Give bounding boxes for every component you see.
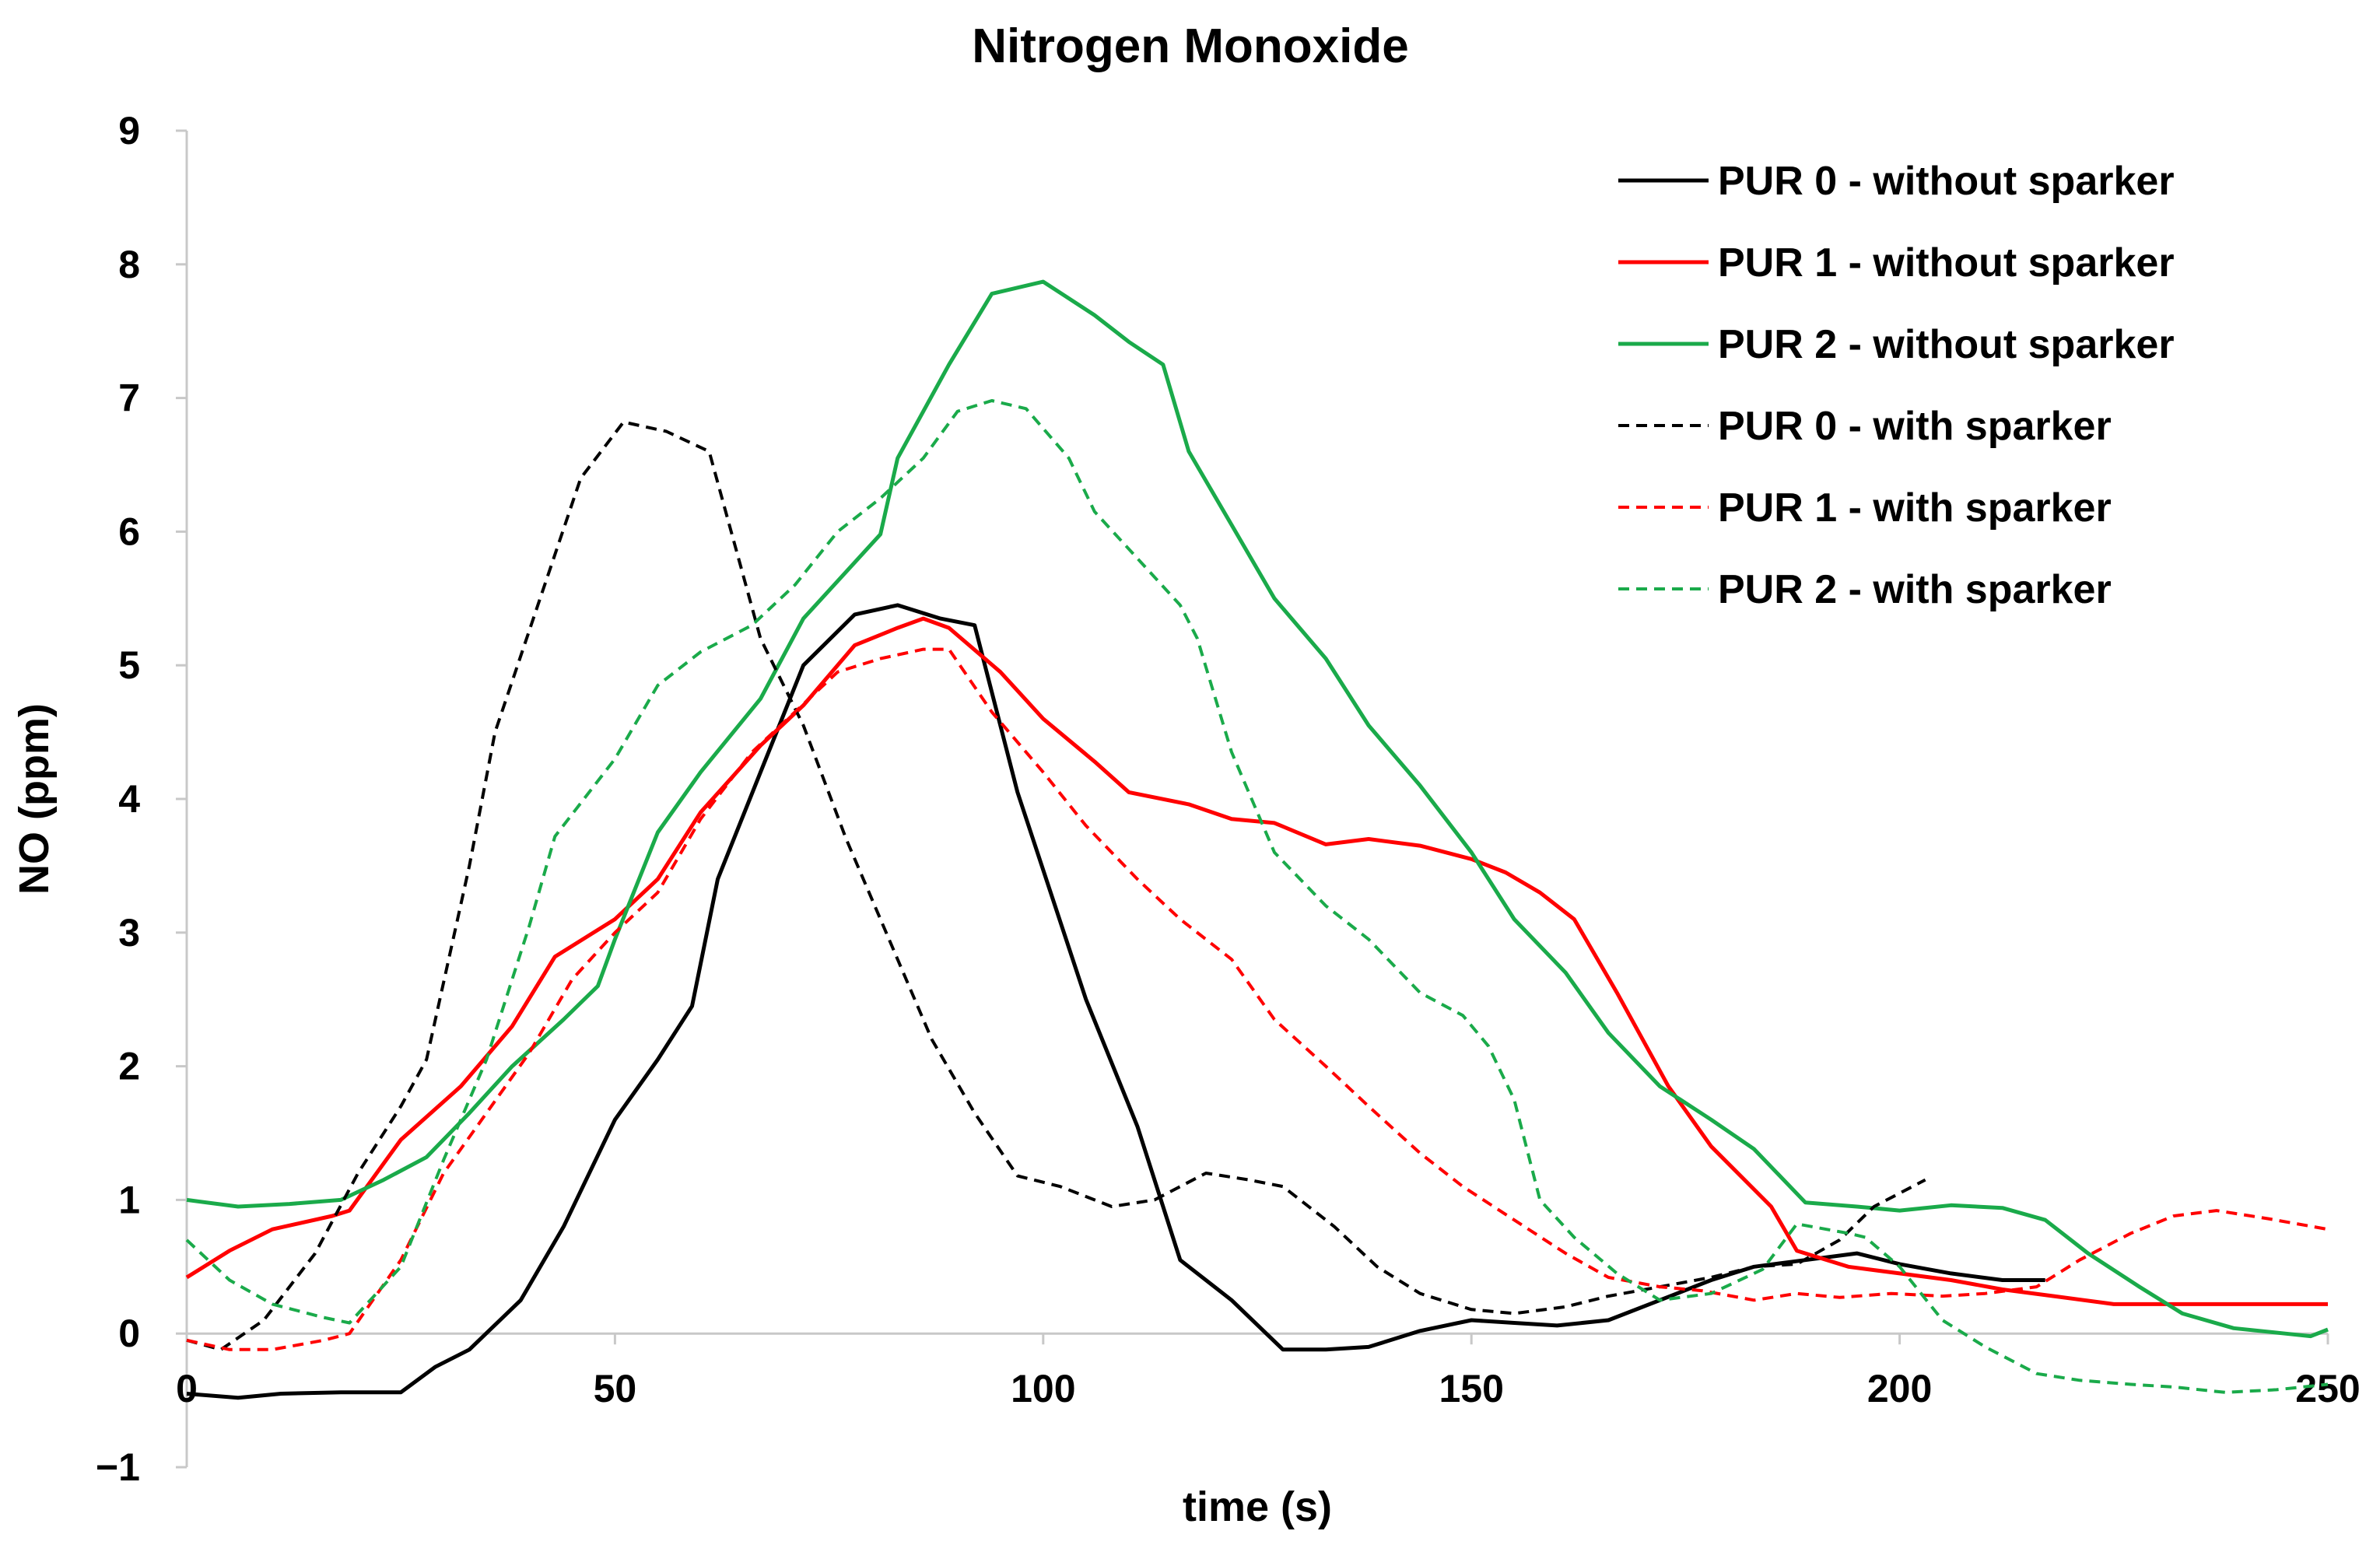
y-ticks: −1 0 1 2 3 4 5 6 7 8 9 [96,109,187,1489]
series-line-3 [186,279,2329,1339]
legend-label: PUR 0 - with sparker [1718,404,2112,449]
legend-label: PUR 2 - without sparker [1718,322,2175,367]
legend-label: PUR 2 - with sparker [1718,567,2112,612]
y-tick-label: 1 [118,1178,140,1221]
series-line-2 [185,616,2328,1306]
series-line-6 [185,399,2329,1394]
y-tick-label: 3 [118,911,140,955]
y-tick-label: −1 [96,1445,140,1489]
x-tick-label: 100 [1011,1367,1075,1410]
x-tick-label: 150 [1439,1367,1503,1410]
legend-label: PUR 1 - with sparker [1718,485,2112,531]
y-tick-label: 6 [118,510,140,553]
x-tick-label: 200 [1867,1367,1932,1410]
legend-label: PUR 0 - without sparker [1718,159,2175,204]
x-tick-label: 50 [594,1367,637,1410]
legend: PUR 0 - without sparker PUR 1 - without s… [1618,159,2175,612]
y-tick-label: 4 [118,777,140,821]
chart-title: Nitrogen Monoxide [972,19,1408,73]
y-axis-title: NO (ppm) [11,703,58,895]
y-tick-label: 9 [118,109,140,152]
y-tick-label: 0 [118,1312,140,1355]
series-line-4 [186,420,1926,1351]
axes: −1 0 1 2 3 4 5 6 7 8 9 0 50 100 150 200 250 [96,109,2361,1489]
x-ticks: 0 50 100 150 200 250 [176,1333,2361,1410]
y-tick-label: 7 [118,377,140,420]
y-tick-label: 5 [118,643,140,687]
legend-label: PUR 1 - without sparker [1718,240,2175,286]
series-line-5 [186,647,2329,1351]
series-line-1 [186,603,2045,1400]
y-tick-label: 8 [118,243,140,286]
y-tick-label: 2 [118,1045,140,1088]
x-tick-label: 0 [176,1367,198,1410]
series-layer [185,279,2329,1400]
x-tick-label: 250 [2295,1367,2360,1410]
x-axis-title: time (s) [1183,1484,1332,1530]
